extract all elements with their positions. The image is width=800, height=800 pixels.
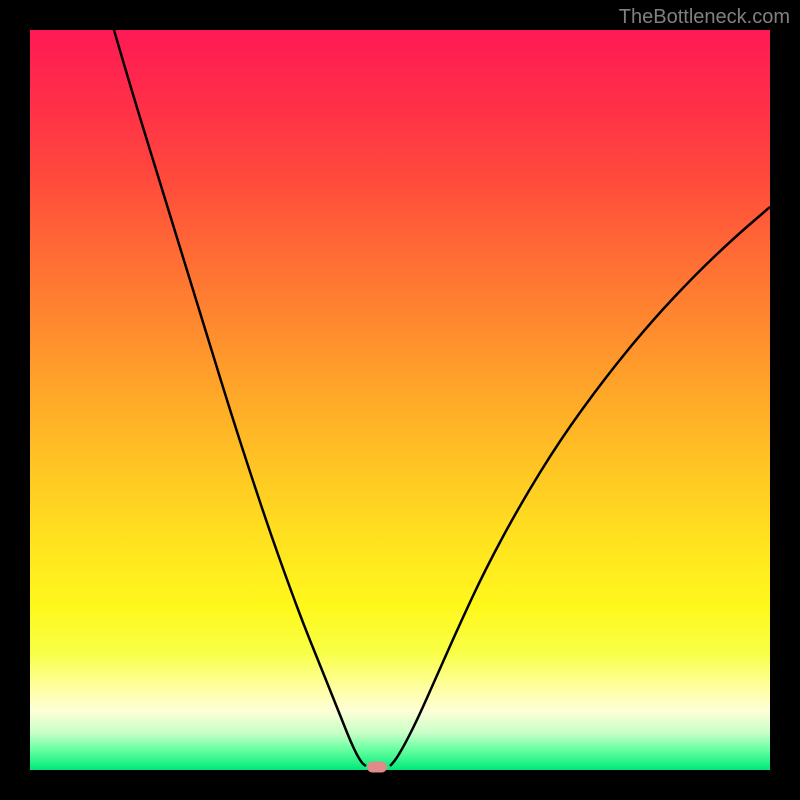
optimum-marker — [367, 762, 387, 773]
plot-area — [30, 30, 770, 770]
curve-left-branch — [114, 30, 366, 766]
bottleneck-curve — [30, 30, 770, 770]
watermark-text: TheBottleneck.com — [619, 6, 790, 29]
curve-right-branch — [390, 207, 770, 766]
